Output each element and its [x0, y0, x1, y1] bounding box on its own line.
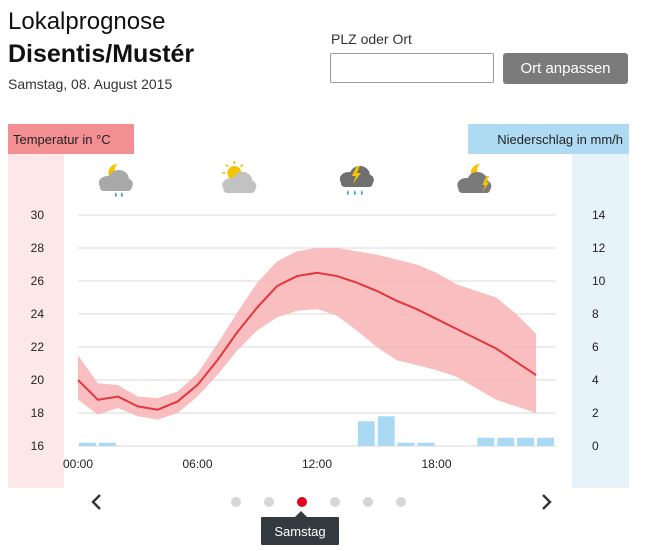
- y-tick-label-temperature: 24: [31, 307, 45, 321]
- pagination-dot[interactable]: [330, 497, 340, 507]
- precipitation-bar: [98, 442, 116, 446]
- previous-day-button[interactable]: [86, 490, 106, 514]
- temperature-line-group: [77, 271, 537, 411]
- precipitation-bar: [79, 442, 96, 446]
- pagination-dot[interactable]: [297, 497, 307, 507]
- temperature-axis-header: Temperatur in °C: [8, 124, 134, 154]
- x-tick-label: 00:00: [63, 457, 93, 471]
- y-tick-label-precipitation: 12: [592, 241, 606, 255]
- precipitation-bar: [397, 442, 415, 446]
- lightning-bolt: [482, 176, 490, 192]
- thunderstorm-night-icon: [457, 163, 492, 193]
- precipitation-axis-panel: [572, 154, 629, 488]
- chevron-right-icon: [542, 494, 552, 510]
- thunderstorm-rain-icon: [339, 166, 374, 195]
- location-title: Disentis/Mustér: [8, 40, 195, 68]
- cloud-part: [223, 184, 256, 193]
- y-tick-label-precipitation: 6: [592, 340, 599, 354]
- temperature-line: [77, 271, 537, 411]
- pagination-dot[interactable]: [231, 497, 241, 507]
- x-tick-label: 18:00: [421, 457, 451, 471]
- sun-ray: [225, 163, 229, 168]
- change-location-button[interactable]: Ort anpassen: [503, 53, 628, 84]
- location-search-label: PLZ oder Ort: [331, 31, 412, 47]
- rain-drop: [360, 190, 363, 195]
- precipitation-bar: [497, 437, 515, 446]
- cloud-part: [99, 182, 132, 191]
- y-tick-label-temperature: 22: [31, 340, 45, 354]
- cloud-part: [340, 178, 373, 187]
- chevron-left-icon: [91, 494, 101, 510]
- y-tick-label-precipitation: 2: [592, 406, 599, 420]
- rain-drop: [120, 192, 123, 197]
- sun-cloud-icon: [222, 161, 257, 193]
- rain-drop: [114, 192, 117, 197]
- precipitation-bar: [517, 437, 535, 446]
- y-tick-label-temperature: 20: [31, 373, 45, 387]
- y-tick-label-precipitation: 8: [592, 307, 599, 321]
- next-day-button[interactable]: [537, 490, 557, 514]
- forecast-date: Samstag, 08. August 2015: [8, 76, 173, 92]
- lightning-bolt: [351, 166, 361, 184]
- pagination-dot[interactable]: [363, 497, 373, 507]
- y-tick-label-precipitation: 0: [592, 439, 599, 453]
- page-title-prefix: Lokalprognose: [8, 8, 166, 35]
- precipitation-bar: [417, 442, 435, 446]
- precipitation-bar: [477, 437, 495, 446]
- weather-icons: [98, 161, 492, 197]
- tooltip-caret: [295, 511, 307, 517]
- precipitation-axis-header: Niederschlag in mm/h: [468, 124, 629, 154]
- location-search-input[interactable]: [330, 53, 494, 83]
- cloud-part: [458, 184, 491, 193]
- partly-cloudy-night-rain-icon: [98, 163, 133, 197]
- x-tick-label: 06:00: [182, 457, 212, 471]
- y-tick-label-temperature: 16: [31, 439, 45, 453]
- y-tick-label-temperature: 18: [31, 406, 45, 420]
- rain-drop: [353, 190, 356, 195]
- temperature-range-band: [78, 248, 537, 420]
- pagination-dot[interactable]: [264, 497, 274, 507]
- temperature-axis-panel: [8, 154, 64, 488]
- precipitation-bar: [537, 437, 554, 446]
- sun-ray: [240, 163, 244, 168]
- precipitation-bar: [377, 416, 395, 446]
- y-tick-label-temperature: 26: [31, 274, 45, 288]
- x-tick-label: 12:00: [302, 457, 332, 471]
- rain-drop: [346, 190, 349, 195]
- y-tick-label-temperature: 30: [31, 208, 45, 222]
- pagination-dot[interactable]: [396, 497, 406, 507]
- y-tick-label-precipitation: 4: [592, 373, 599, 387]
- precipitation-bars: [79, 416, 554, 446]
- precipitation-bar: [357, 421, 375, 446]
- active-day-tooltip: Samstag: [261, 517, 339, 545]
- y-tick-label-precipitation: 10: [592, 274, 606, 288]
- y-tick-label-precipitation: 14: [592, 208, 606, 222]
- temperature-range-area: [78, 248, 537, 420]
- y-tick-label-temperature: 28: [31, 241, 45, 255]
